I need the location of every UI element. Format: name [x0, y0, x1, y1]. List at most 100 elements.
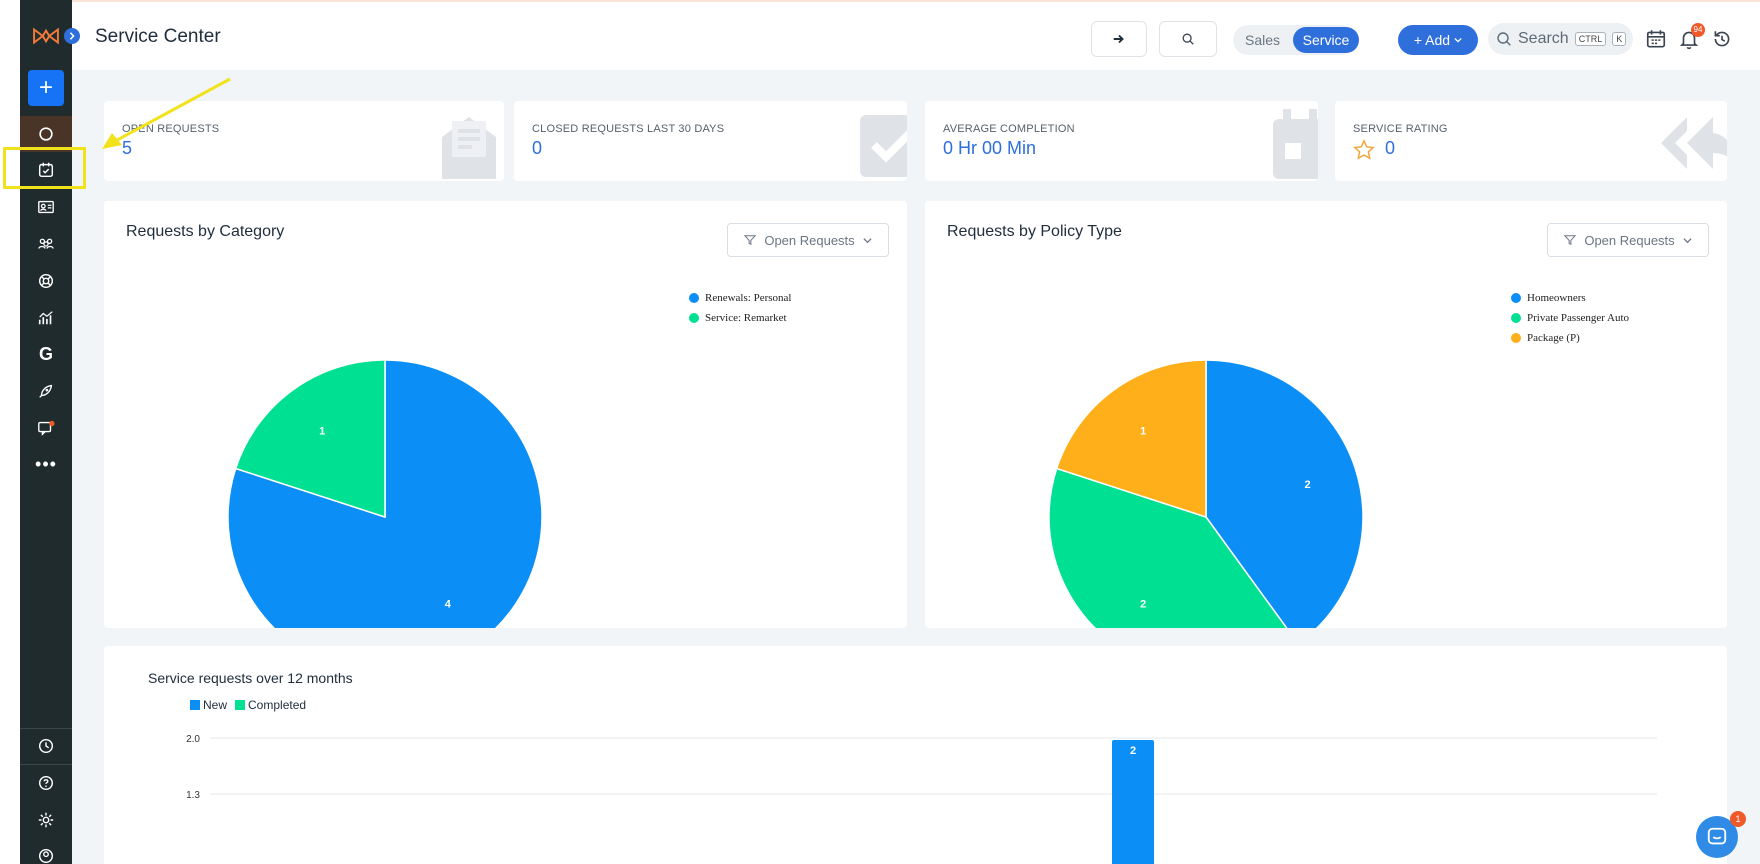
- stat-card-closed-requests[interactable]: CLOSED REQUESTS LAST 30 DAYS 0: [514, 101, 907, 181]
- bar-chart: 2.0 1.3 2: [186, 734, 1657, 864]
- pie-slice-label: 2: [1304, 479, 1310, 491]
- chart-title: Requests by Policy Type: [947, 223, 1122, 240]
- policy-filter-dropdown[interactable]: Open Requests: [1547, 223, 1709, 257]
- y-tick-label: 2.0: [186, 734, 200, 745]
- filter-icon: [744, 235, 757, 246]
- legend-label: Completed: [248, 698, 307, 712]
- sidebar-item-marketing[interactable]: [20, 373, 72, 409]
- sidebar-item-groups[interactable]: [20, 226, 72, 262]
- reply-all-icon: [1661, 117, 1727, 169]
- pie-chart: 2 2 1: [1048, 359, 1364, 628]
- pie-slice-label: 2: [1140, 598, 1146, 610]
- expand-sidebar-button[interactable]: [64, 28, 80, 44]
- toggle-service[interactable]: Service: [1293, 27, 1359, 53]
- sidebar: + G •••: [20, 0, 72, 864]
- users-icon: [38, 238, 54, 249]
- annotation-arrow: [102, 77, 231, 149]
- chevron-right-icon: [69, 32, 75, 40]
- stat-value: 5: [122, 138, 133, 158]
- filter-label: Open Requests: [764, 232, 855, 248]
- bar[interactable]: [1112, 740, 1154, 864]
- pie-slice[interactable]: [1205, 359, 1364, 628]
- sidebar-item-help[interactable]: [20, 765, 72, 801]
- chevron-down-icon: [1683, 237, 1692, 243]
- sidebar-item-google[interactable]: G: [20, 336, 72, 372]
- calendar-icon: [1273, 109, 1318, 179]
- legend-label: Service: Remarket: [705, 312, 787, 324]
- calendar-button[interactable]: [1645, 28, 1667, 50]
- global-search[interactable]: Search CTRL K: [1488, 23, 1633, 55]
- legend-item: Private Passenger Auto: [1511, 308, 1629, 328]
- legend-item: Renewals: Personal: [689, 288, 791, 308]
- add-button[interactable]: + Add: [1398, 25, 1478, 55]
- legend-label: Renewals: Personal: [705, 292, 792, 304]
- pie-slice-label: 4: [445, 598, 452, 610]
- chat-badge: 1: [1730, 811, 1746, 827]
- sidebar-item-support[interactable]: [20, 263, 72, 299]
- search-placeholder: Search: [1518, 30, 1569, 47]
- add-label: + Add: [1413, 32, 1451, 48]
- history-icon: [1714, 31, 1730, 47]
- stat-value: 0 Hr 00 Min: [943, 138, 1037, 158]
- chat-icon: [38, 420, 55, 436]
- recent-history-button[interactable]: [1711, 28, 1733, 50]
- sidebar-divider: [20, 728, 72, 729]
- legend-swatch: [1511, 333, 1521, 343]
- legend-swatch: [235, 700, 246, 710]
- plus-icon: +: [28, 70, 64, 106]
- legend-item: Homeowners: [1511, 288, 1629, 308]
- stat-card-average-completion[interactable]: AVERAGE COMPLETION 0 Hr 00 Min: [925, 101, 1318, 181]
- stat-card-service-rating[interactable]: SERVICE RATING 0: [1335, 101, 1727, 181]
- message-icon: [1707, 827, 1727, 845]
- legend-item: Service: Remarket: [689, 308, 791, 328]
- chevron-down-icon: [863, 237, 872, 243]
- check-square-icon: [860, 115, 907, 177]
- sidebar-item-messages[interactable]: [20, 410, 72, 446]
- category-filter-dropdown[interactable]: Open Requests: [727, 223, 889, 257]
- pie-slice[interactable]: [1048, 467, 1298, 628]
- chart-title: Requests by Category: [126, 223, 285, 240]
- circle-icon: [39, 127, 53, 141]
- question-icon: [38, 775, 54, 791]
- sidebar-item-history[interactable]: [20, 728, 72, 764]
- create-button[interactable]: +: [20, 70, 72, 106]
- sidebar-item-analytics[interactable]: [20, 300, 72, 336]
- chart-card-policy-type: Requests by Policy Type Open Requests 2 2…: [925, 201, 1727, 628]
- stat-value: 0: [532, 138, 543, 158]
- chart-legend: New Completed: [190, 698, 306, 712]
- filter-icon: [1564, 235, 1577, 246]
- dashboard-content: OPEN REQUESTS 5 CLOSED REQUESTS LAST 30 …: [72, 70, 1760, 864]
- page-title: Service Center: [95, 26, 221, 47]
- sidebar-item-more[interactable]: •••: [20, 446, 72, 482]
- legend-label: Homeowners: [1527, 292, 1586, 304]
- filter-label: Open Requests: [1584, 232, 1675, 248]
- sidebar-item-profile[interactable]: [20, 838, 72, 864]
- mail-icon: [442, 117, 496, 179]
- sidebar-divider: [20, 764, 72, 765]
- chart-card-monthly: Service requests over 12 months New Comp…: [104, 646, 1727, 864]
- sidebar-item-dashboard[interactable]: [20, 116, 72, 152]
- legend-swatch: [689, 313, 699, 323]
- toggle-sales[interactable]: Sales: [1245, 32, 1281, 48]
- navigate-button[interactable]: [1091, 21, 1147, 57]
- search-icon: [1497, 32, 1511, 46]
- legend-swatch: [689, 293, 699, 303]
- annotation-highlight: [3, 147, 86, 189]
- stat-label: AVERAGE COMPLETION: [943, 123, 1075, 135]
- stat-card-open-requests[interactable]: OPEN REQUESTS 5: [104, 101, 504, 181]
- sidebar-item-contacts[interactable]: [20, 189, 72, 225]
- stat-value: 0: [1385, 138, 1396, 158]
- legend-swatch: [190, 700, 200, 710]
- pie-slice[interactable]: [234, 359, 386, 519]
- app-logo-icon[interactable]: [20, 18, 72, 54]
- sidebar-item-settings[interactable]: [20, 802, 72, 838]
- stat-label: CLOSED REQUESTS LAST 30 DAYS: [532, 123, 725, 135]
- top-bar: Service Center Sales Service + Add Searc…: [72, 0, 1760, 70]
- sidebar-item-tasks[interactable]: [20, 152, 72, 188]
- search-button[interactable]: [1159, 21, 1217, 57]
- legend-item[interactable]: Completed: [235, 698, 306, 712]
- legend-item[interactable]: New: [190, 698, 227, 712]
- pie-slice[interactable]: [1055, 359, 1207, 519]
- pie-slice[interactable]: [227, 359, 543, 628]
